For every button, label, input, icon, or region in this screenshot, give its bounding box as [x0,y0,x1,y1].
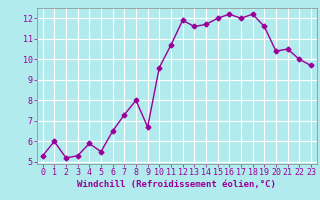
X-axis label: Windchill (Refroidissement éolien,°C): Windchill (Refroidissement éolien,°C) [77,180,276,189]
